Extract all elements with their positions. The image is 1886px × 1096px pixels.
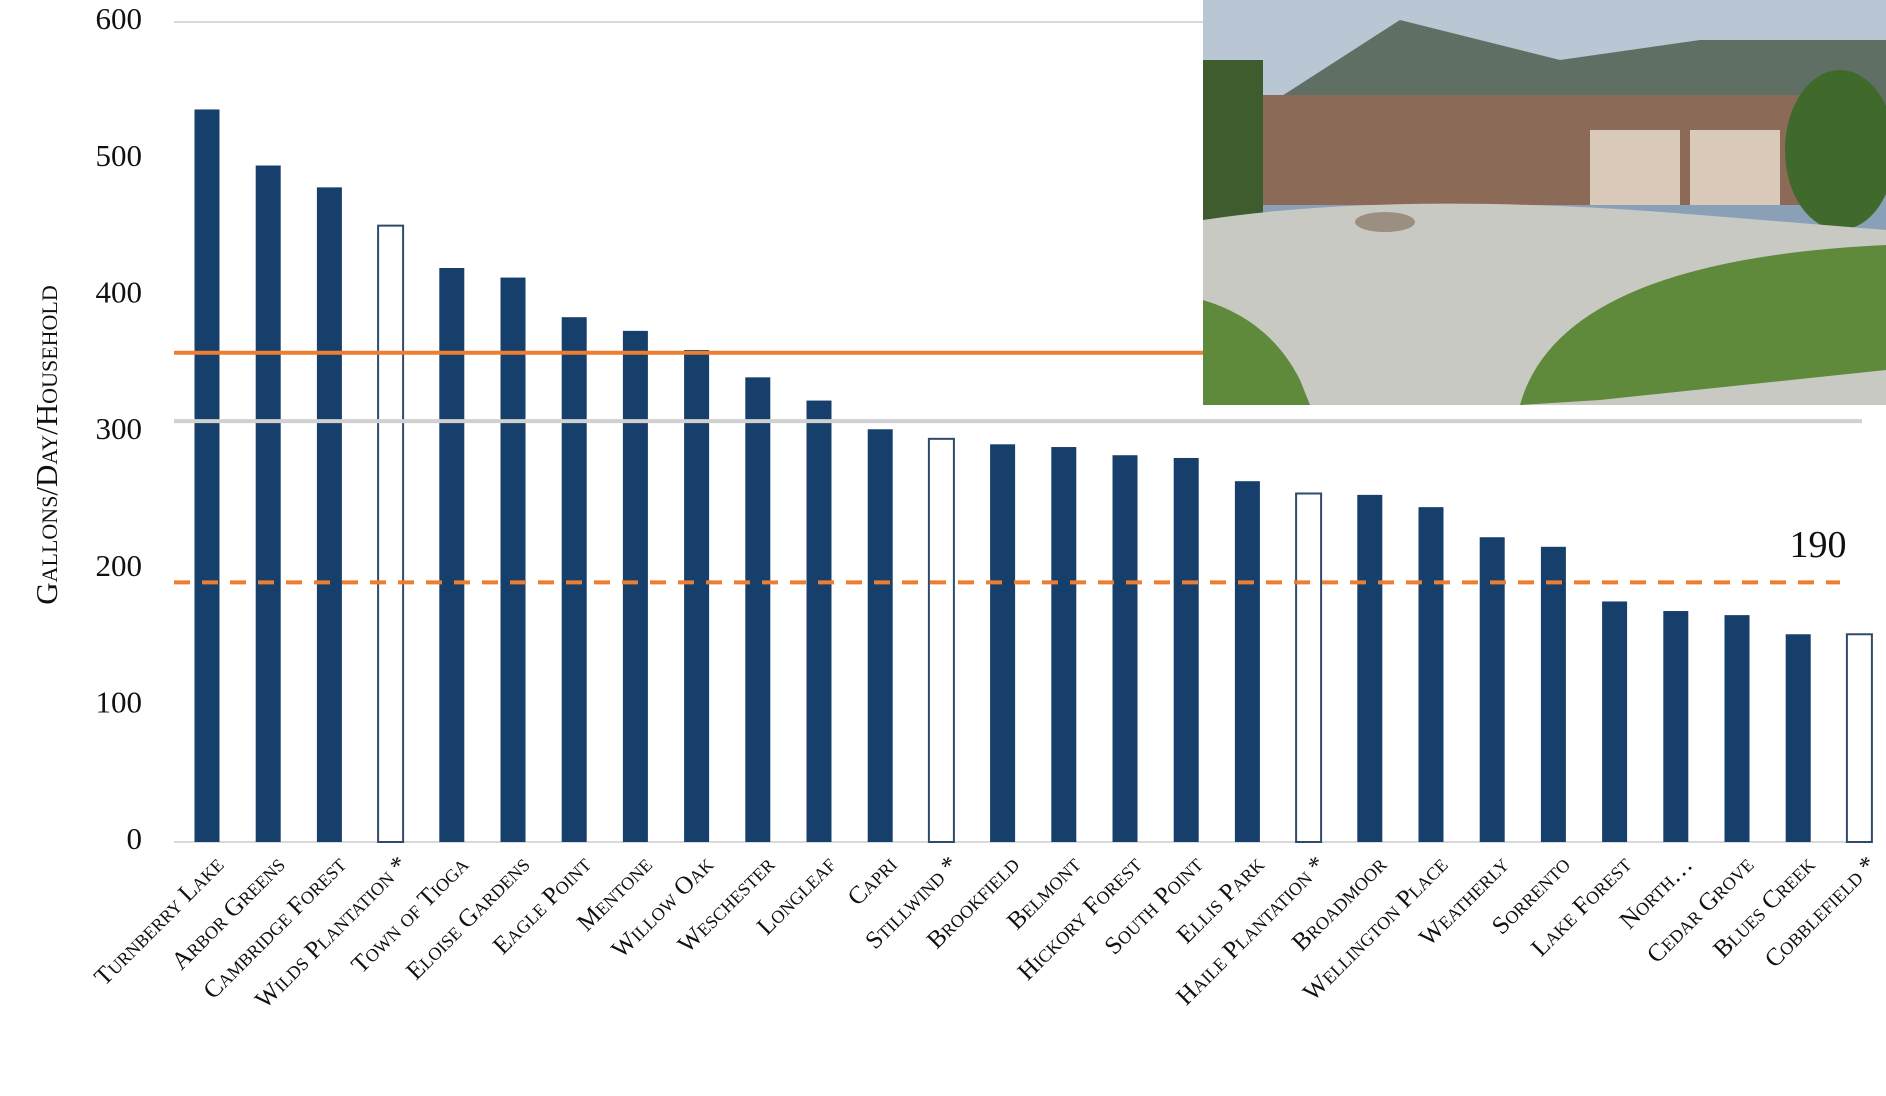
bar [806, 400, 832, 842]
bar [377, 224, 405, 843]
bar [1785, 634, 1811, 842]
bar [745, 377, 771, 842]
y-tick-label: 500 [96, 138, 143, 173]
y-axis-title: Gallons/Day/Household [29, 285, 64, 604]
bar [500, 277, 526, 843]
bar [990, 444, 1016, 842]
photo-lawn [1520, 245, 1886, 405]
y-tick-label: 100 [96, 684, 143, 719]
bar [1845, 633, 1873, 843]
bar [1357, 494, 1383, 842]
house-photo [1203, 0, 1886, 405]
photo-tree [1785, 70, 1886, 230]
photo-lawn [1203, 300, 1310, 405]
y-tick-label: 400 [96, 274, 143, 309]
bar [1602, 601, 1628, 842]
bar [561, 317, 587, 842]
y-tick-label: 200 [96, 548, 143, 583]
bar [1112, 455, 1138, 842]
y-tick-label: 300 [96, 411, 143, 446]
bar [1051, 447, 1077, 842]
bar [1479, 537, 1505, 842]
reference-label: 190 [1790, 524, 1847, 566]
bar [1663, 611, 1689, 842]
bar [867, 429, 893, 842]
bar [1724, 615, 1750, 842]
bar [255, 165, 281, 842]
bar [1540, 546, 1566, 842]
bar [622, 330, 648, 842]
photo-fountain [1355, 212, 1415, 232]
bar [1295, 492, 1323, 843]
bar [316, 187, 342, 842]
bar [1234, 481, 1260, 842]
y-tick-label: 600 [96, 1, 143, 36]
bar [684, 350, 710, 842]
bar [439, 268, 465, 842]
bar [194, 109, 220, 842]
y-tick-label: 0 [127, 821, 143, 856]
bar [1418, 507, 1444, 842]
photo-garage [1590, 130, 1680, 205]
photo-garage [1690, 130, 1780, 205]
bar [1173, 457, 1199, 842]
bar [927, 437, 955, 843]
